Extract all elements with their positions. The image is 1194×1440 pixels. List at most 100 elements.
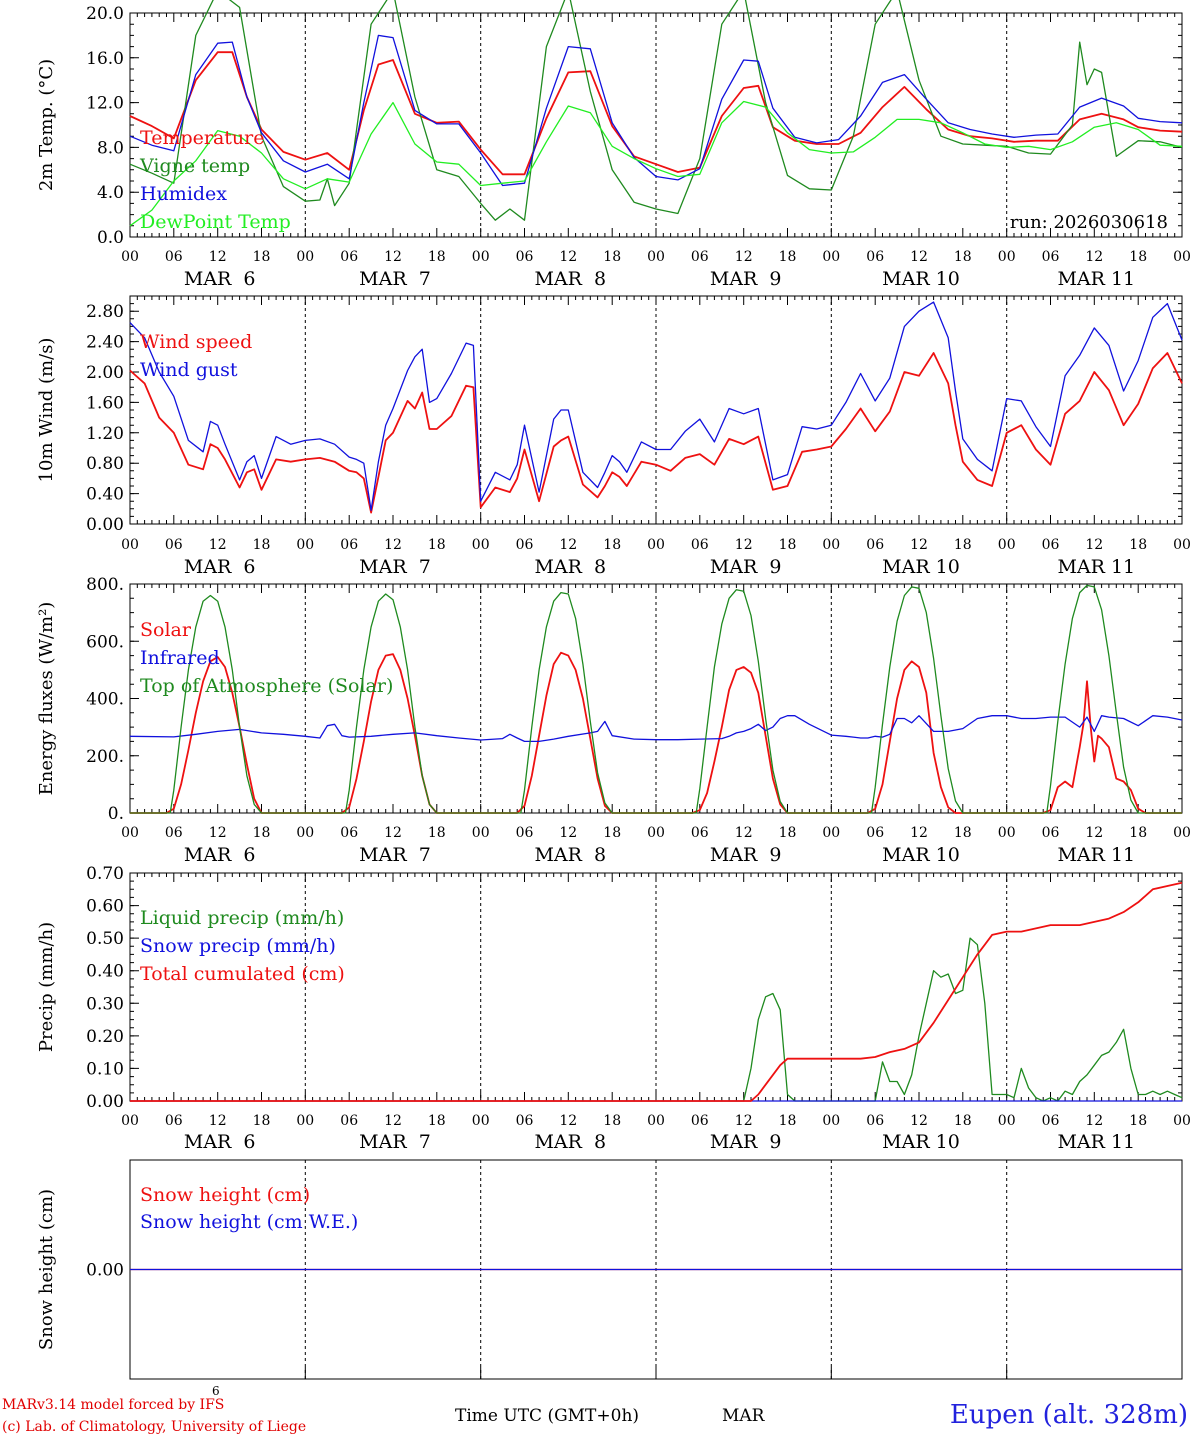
hour-tick-label: 06	[691, 1113, 709, 1129]
y-tick-label: 0.	[108, 804, 124, 824]
legend-entry: Solar	[140, 619, 192, 641]
y-tick-label: 0.0	[97, 228, 124, 248]
hour-tick-label: 18	[428, 825, 446, 841]
hour-tick-label: 06	[516, 537, 534, 553]
run-annotation: run: 2026030618	[1010, 212, 1168, 233]
hour-tick-label: 18	[1129, 249, 1147, 265]
y-tick-label: 0.00	[86, 1261, 124, 1281]
x-axis-ticks	[129, 296, 1183, 524]
hour-tick-label: 18	[954, 1113, 972, 1129]
day-label: MAR 8	[534, 268, 606, 290]
day-label: MAR 11	[1057, 556, 1135, 578]
day-label: MAR 6	[184, 556, 256, 578]
hour-tick-label: 06	[866, 825, 884, 841]
hour-tick-label: 12	[735, 249, 753, 265]
series-line-wind-speed	[129, 352, 1183, 514]
hour-tick-label: 00	[121, 825, 139, 841]
time-axis-label: Time UTC (GMT+0h)	[455, 1406, 640, 1426]
hour-tick-label: 12	[735, 825, 753, 841]
series-line-infrared	[129, 715, 1183, 743]
station-title: Eupen (alt. 328m)	[949, 1400, 1188, 1430]
legend-entry: Wind speed	[140, 331, 252, 353]
hour-tick-label: 06	[866, 249, 884, 265]
day-label: MAR 7	[359, 556, 431, 578]
y-tick-label: 8.0	[97, 138, 124, 158]
hour-tick-label: 12	[1085, 825, 1103, 841]
legend-entry: Snow precip (mm/h)	[140, 935, 336, 957]
hour-tick-label: 12	[910, 537, 928, 553]
hour-tick-label: 18	[954, 249, 972, 265]
model-credit: MARv3.14 model forced by IFS	[2, 1397, 225, 1413]
day-label: MAR 8	[534, 556, 606, 578]
day-label: MAR 11	[1057, 844, 1135, 866]
y-tick-label: 12.0	[86, 94, 124, 114]
hour-tick-label: 06	[866, 1113, 884, 1129]
panel-1: 0.0 4.0 8.0 12.0 16.0 20.0 2m Temp. (°C) 00 06 12…	[36, 0, 1191, 290]
y-tick-label: 0.70	[86, 864, 124, 884]
hour-tick-label: 12	[209, 825, 227, 841]
y-tick-label: 0.00	[86, 1092, 124, 1112]
hour-tick-label: 18	[253, 825, 271, 841]
series-line-vigne-temp	[129, 0, 1183, 221]
hour-tick-label: 00	[296, 537, 314, 553]
hour-tick-label: 00	[472, 1113, 490, 1129]
legend-entry: Total cumulated (cm)	[140, 963, 345, 985]
hour-tick-label: 00	[998, 825, 1016, 841]
hour-tick-label: 00	[296, 825, 314, 841]
day-label: MAR 8	[534, 844, 606, 866]
hour-tick-label: 00	[647, 537, 665, 553]
legend-entry: Top of Atmosphere (Solar)	[140, 675, 393, 697]
hour-tick-label: 18	[954, 825, 972, 841]
hour-tick-label: 00	[1173, 537, 1191, 553]
hour-tick-label: 12	[209, 249, 227, 265]
legend-entry: Humidex	[140, 183, 227, 205]
hour-tick-label: 00	[822, 825, 840, 841]
day-label: MAR 9	[710, 1131, 782, 1153]
hour-tick-label: 12	[209, 537, 227, 553]
hour-tick-label: 18	[603, 825, 621, 841]
y-tick-label: 2.00	[86, 363, 124, 383]
hour-tick-label: 12	[384, 1113, 402, 1129]
hour-tick-label: 00	[822, 249, 840, 265]
legend-entry: Infrared	[140, 647, 220, 669]
hour-tick-label: 06	[165, 825, 183, 841]
hour-tick-label: 00	[1173, 249, 1191, 265]
y-axis-minor-ticks	[130, 295, 1182, 525]
y-axis-title: Snow height (cm)	[36, 1189, 57, 1350]
legend-entry: Snow height (cm W.E.)	[140, 1211, 358, 1233]
hour-tick-label: 00	[472, 537, 490, 553]
hour-tick-label: 18	[603, 537, 621, 553]
hour-tick-label: 18	[428, 1113, 446, 1129]
y-tick-label: 2.80	[86, 302, 124, 322]
hour-tick-label: 00	[998, 537, 1016, 553]
y-tick-label: 0.00	[86, 515, 124, 535]
hour-tick-label: 18	[779, 1113, 797, 1129]
hour-tick-label: 12	[559, 825, 577, 841]
y-tick-label: 200.	[86, 747, 124, 767]
y-tick-label: 0.20	[86, 1027, 124, 1047]
series-line-dewpoint-temp	[129, 100, 1183, 227]
day-label: MAR 8	[534, 1131, 606, 1153]
hour-tick-label: 18	[603, 1113, 621, 1129]
day-label: MAR 6	[184, 1131, 256, 1153]
day-label: MAR 7	[359, 268, 431, 290]
hour-tick-label: 06	[1042, 537, 1060, 553]
day-label: MAR 6	[184, 268, 256, 290]
day-label: MAR 10	[882, 1131, 960, 1153]
series-line-total-cumulated-cm	[130, 881, 1183, 1102]
y-tick-label: 800.	[86, 575, 124, 595]
day-label: MAR 9	[710, 556, 782, 578]
hour-tick-label: 00	[296, 1113, 314, 1129]
hour-tick-label: 12	[735, 537, 753, 553]
hour-tick-label: 12	[384, 249, 402, 265]
hour-tick-label: 18	[603, 249, 621, 265]
hour-tick-label: 06	[340, 537, 358, 553]
hour-tick-label: 06	[691, 249, 709, 265]
hour-tick-label: 00	[472, 249, 490, 265]
day-label: MAR 10	[882, 268, 960, 290]
hour-tick-label: 12	[1085, 1113, 1103, 1129]
hour-tick-label: 00	[647, 825, 665, 841]
day-label: MAR 10	[882, 556, 960, 578]
y-tick-label: 400.	[86, 690, 124, 710]
y-tick-label: 0.30	[86, 994, 124, 1014]
